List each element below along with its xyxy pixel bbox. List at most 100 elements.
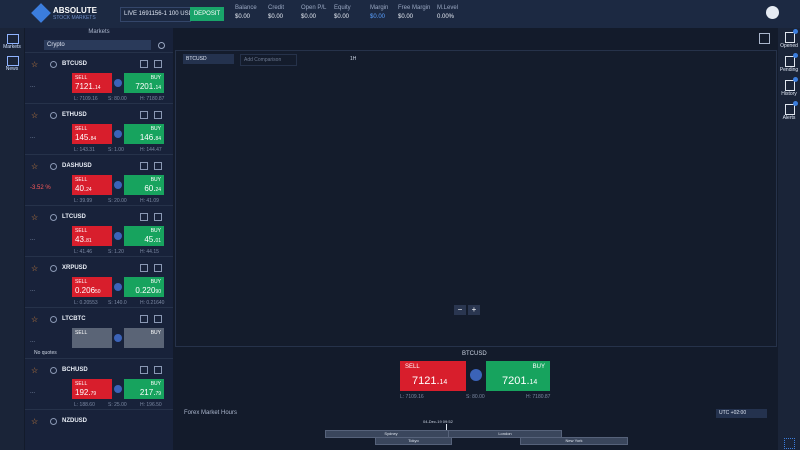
nav-label[interactable]: Markets [3, 44, 21, 50]
buy-button[interactable]: BUY [124, 328, 164, 348]
symbol: NZDUSD [62, 418, 87, 424]
favorite-star[interactable]: ☆ [31, 213, 39, 222]
card-icons [154, 366, 162, 374]
user-icon[interactable] [766, 6, 779, 19]
zoom-button[interactable]: − [454, 305, 466, 315]
card-icons [140, 162, 148, 170]
low: L: 143.31 [74, 147, 95, 153]
buy-button[interactable]: BUY 45.01 [124, 226, 164, 246]
sell-button[interactable]: SELL 40.24 [72, 175, 112, 195]
sidebar-badge [793, 101, 798, 106]
price: 7201.14 [502, 375, 537, 387]
stat-value: 0.00% [437, 14, 455, 20]
card-icons [140, 366, 148, 374]
sell-button[interactable]: SELL [72, 328, 112, 348]
buy-button[interactable]: BUY 60.24 [124, 175, 164, 195]
sell-button[interactable]: SELL 43.81 [72, 226, 112, 246]
low: L: 41.46 [74, 249, 93, 255]
interval[interactable]: 1H [350, 56, 357, 62]
apps-icon[interactable] [784, 438, 795, 449]
sidebar-badge [793, 29, 798, 34]
mid-icon [114, 283, 122, 291]
change: ... [30, 236, 36, 242]
favorite-star[interactable]: ☆ [31, 315, 39, 324]
buy-button[interactable]: BUY 217.79 [124, 379, 164, 399]
account-select[interactable]: LIVE 1691156-1 100 USD [120, 7, 193, 22]
low: L: 7109.16 [74, 96, 98, 102]
nav-icon[interactable] [7, 56, 19, 66]
sell-button[interactable]: SELL 192.79 [72, 379, 112, 399]
change: ... [30, 338, 36, 344]
sell-button[interactable]: SELL 7121.14 [72, 73, 112, 93]
info-icon [50, 112, 57, 119]
sell-label: SELL [75, 75, 88, 81]
symbol: LTCUSD [62, 214, 86, 220]
sidebar-icon[interactable] [785, 80, 795, 91]
buy-button[interactable]: BUY 0.22090 [124, 277, 164, 297]
sell-button[interactable]: SELL 145.84 [72, 124, 112, 144]
symbol: BTCUSD [62, 61, 87, 67]
hours-title[interactable]: Forex Market Hours [184, 410, 238, 416]
session-bar: Tokyo [375, 437, 452, 445]
sell-label: SELL [75, 228, 88, 234]
price: 146.84 [140, 133, 161, 142]
low: L: 188.60 [74, 402, 95, 408]
sidebar-icon[interactable] [785, 104, 795, 115]
sidebar-icon[interactable] [785, 56, 795, 67]
sell-button[interactable]: SELL 0.20650 [72, 277, 112, 297]
buy-button[interactable]: BUY 7201.14 [124, 73, 164, 93]
top-bar [0, 0, 800, 28]
price-frac: 14 [439, 379, 448, 386]
sell-label: SELL [75, 381, 88, 387]
card-divider [25, 205, 173, 206]
stat-label: Margin [370, 5, 389, 11]
chart-symbol[interactable]: BTCUSD [183, 54, 234, 64]
favorite-star[interactable]: ☆ [31, 417, 39, 426]
price-int: 45. [144, 235, 156, 244]
info-icon [50, 418, 57, 425]
change: ... [30, 389, 36, 395]
price-int: 60. [144, 184, 156, 193]
sidebar-label[interactable]: Opened [780, 43, 798, 49]
nav-label[interactable]: News [5, 66, 19, 72]
low: L: 7109.16 [400, 394, 424, 400]
search-icon[interactable] [158, 42, 165, 49]
high: H: 196.50 [140, 402, 162, 408]
info-icon [50, 265, 57, 272]
mid-icon [470, 369, 482, 381]
stat-value: $0.00 [370, 14, 386, 20]
info-icon [50, 316, 57, 323]
zoom-button[interactable]: + [468, 305, 480, 315]
compare-input[interactable]: Add Comparison [240, 54, 297, 66]
favorite-star[interactable]: ☆ [31, 111, 39, 120]
price-frac: 24 [155, 187, 161, 193]
filter-select[interactable]: Crypto [44, 40, 151, 50]
card-divider [25, 52, 173, 53]
favorite-star[interactable]: ☆ [31, 366, 39, 375]
timezone-select[interactable]: UTC +02:00 [716, 409, 767, 418]
price-frac: 01 [155, 238, 161, 244]
sidebar-label[interactable]: History [781, 91, 797, 97]
sell-button[interactable]: SELL 7121.14 [400, 361, 466, 391]
low: L: 39.99 [74, 198, 93, 204]
change: -3.52 % [30, 185, 51, 191]
price-int: 192. [75, 388, 91, 397]
sidebar-label[interactable]: Alerts [782, 115, 796, 121]
deposit-button[interactable]: DEPOSIT [190, 7, 224, 21]
sidebar-label[interactable]: Pending [779, 67, 799, 73]
favorite-star[interactable]: ☆ [31, 264, 39, 273]
buy-button[interactable]: BUY 7201.14 [486, 361, 550, 391]
mid-icon [114, 334, 122, 342]
favorite-star[interactable]: ☆ [31, 60, 39, 69]
high: H: 144.47 [140, 147, 162, 153]
layout-icon[interactable] [759, 33, 770, 44]
nav-icon[interactable] [7, 34, 19, 44]
mid-icon [114, 130, 122, 138]
buy-label: BUY [150, 381, 161, 387]
buy-button[interactable]: BUY 146.84 [124, 124, 164, 144]
sidebar-icon[interactable] [785, 32, 795, 43]
card-divider [25, 409, 173, 410]
mid-icon [114, 181, 122, 189]
favorite-star[interactable]: ☆ [31, 162, 39, 171]
price-frac: 24 [86, 187, 92, 193]
